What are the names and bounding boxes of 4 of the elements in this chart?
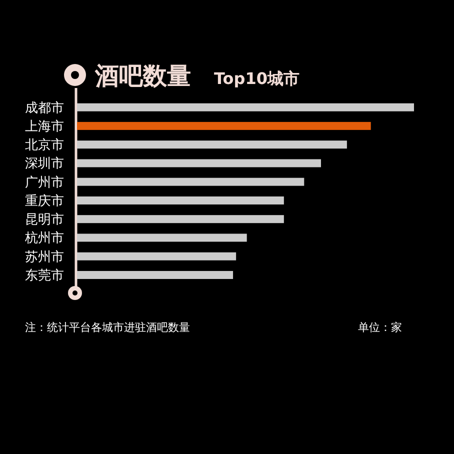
subtitle: Top10城市 (214, 69, 300, 88)
title: 酒吧数量 (95, 62, 191, 90)
annotation: 注：统计平台各城市进驻酒吧数量 (25, 321, 190, 334)
annotation: 单位：家 (358, 321, 402, 334)
